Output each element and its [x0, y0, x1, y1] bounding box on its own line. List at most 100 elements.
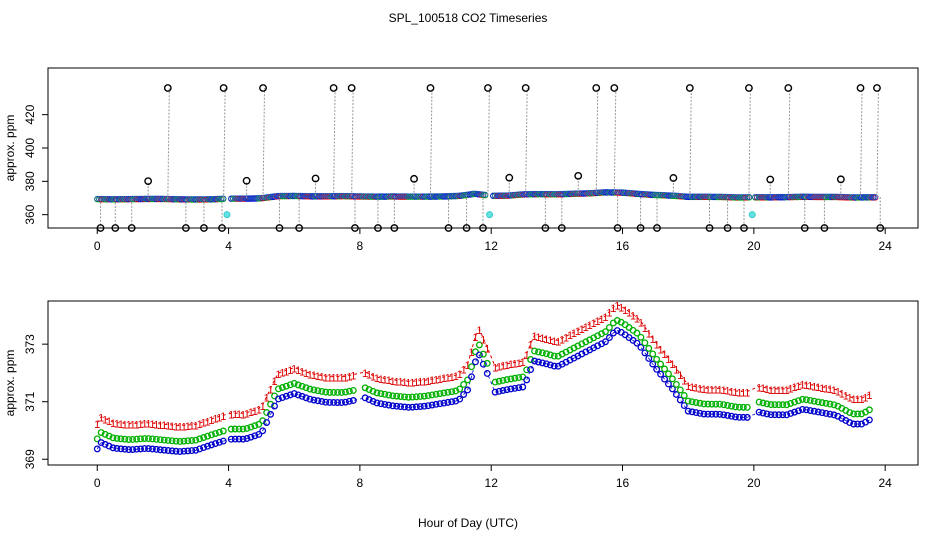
series-1-point: 1	[732, 387, 738, 399]
y-tick-label: 400	[23, 138, 37, 158]
series-2-point	[121, 435, 129, 443]
series-2-point	[739, 403, 747, 411]
series-3-point	[405, 403, 412, 411]
series-2-point	[743, 403, 751, 411]
series-1-point: 1	[157, 420, 163, 432]
series-1-point: 1	[598, 314, 604, 326]
series-2-point	[306, 385, 314, 393]
series-2-point	[168, 437, 176, 445]
series-1-point: 1	[476, 325, 482, 337]
raw-plot-frame	[47, 67, 919, 229]
spike-point	[610, 84, 619, 92]
series-3-point	[306, 395, 314, 403]
spike-point	[311, 174, 320, 183]
series-2-point	[432, 390, 440, 398]
series-3-point	[408, 403, 416, 411]
series-2-point	[728, 402, 735, 410]
x-tick-label: 4	[225, 476, 232, 490]
series-2-point	[318, 387, 326, 395]
series-1-point: 1	[492, 362, 498, 374]
series-3-point	[326, 399, 334, 406]
series-3-point	[531, 357, 538, 365]
series-3-point	[767, 411, 775, 419]
series-2-point	[775, 401, 783, 409]
series-2-point	[767, 401, 775, 409]
series-3-point	[511, 384, 519, 392]
series-3-point	[814, 408, 822, 416]
series-1-point: 1	[528, 340, 534, 352]
series-3-point	[389, 402, 397, 410]
series-2-point	[211, 430, 219, 437]
series-3-point	[806, 407, 814, 414]
series-3-point	[865, 416, 873, 424]
series-1-point: 1	[445, 372, 451, 384]
series-1-point: 1	[327, 373, 333, 385]
series-1-point: 1	[847, 393, 853, 405]
series-3-point	[688, 408, 696, 416]
series-3-point	[491, 388, 499, 396]
series-1-point: 1	[721, 385, 727, 397]
series-3-point	[330, 399, 338, 406]
series-3-point	[298, 392, 306, 400]
series-1-point: 1	[220, 411, 226, 423]
spike-point	[745, 84, 753, 92]
series-3-point	[724, 412, 732, 419]
y-tick-label: 380	[23, 171, 37, 191]
series-1-point: 1	[788, 384, 794, 396]
y-tick-label: 420	[23, 104, 37, 124]
y-tick-label: 360	[23, 204, 37, 224]
spike-line	[487, 87, 490, 196]
series-1-point: 1	[630, 310, 636, 322]
series-3-point	[759, 409, 767, 417]
series-3-point	[479, 360, 487, 368]
series-1-point: 1	[547, 335, 553, 347]
raw-marks	[94, 84, 885, 232]
series-1-point: 1	[331, 373, 337, 385]
series-3-point	[180, 447, 188, 455]
series-2-point	[649, 350, 657, 358]
series-2-point	[125, 436, 133, 443]
series-1-point: 1	[236, 409, 242, 421]
spike-point	[766, 175, 775, 184]
spike-point	[329, 84, 338, 92]
series-3-point	[728, 412, 735, 420]
series-3-point	[235, 435, 243, 443]
series-1-point: 1	[311, 370, 317, 382]
series-2-point	[668, 375, 676, 383]
series-1-point: 1	[433, 374, 439, 386]
x-tick-label: 20	[747, 476, 761, 490]
series-1-point: 1	[177, 422, 183, 434]
series-1-point: 1	[614, 301, 620, 313]
series-3-point	[145, 445, 152, 453]
spike-point	[426, 84, 435, 92]
series-2-point	[208, 431, 215, 439]
series-2-point	[818, 399, 826, 407]
series-1-point: 1	[362, 368, 368, 380]
series-1-point: 1	[669, 359, 675, 371]
series-2-point	[783, 401, 791, 409]
series-1-point: 1	[602, 312, 608, 324]
series-2-point	[255, 420, 263, 428]
series-2-point	[483, 359, 491, 367]
series-3-point	[310, 396, 318, 404]
series-2-point	[712, 400, 720, 408]
series-2-point	[164, 436, 172, 444]
series-1-point: 1	[457, 369, 463, 381]
series-2-point	[806, 397, 814, 404]
series-3-point	[665, 380, 672, 388]
series-3-point	[743, 413, 751, 421]
series-3-point	[176, 448, 184, 455]
series-1-point: 1	[650, 334, 656, 346]
series-1-point: 1	[165, 421, 171, 433]
series-1-point: 1	[260, 401, 266, 413]
y-tick-label: 369	[23, 449, 37, 469]
series-2-point	[345, 387, 353, 395]
series-3-point	[93, 445, 101, 453]
spike-line	[876, 87, 879, 198]
spike-point	[410, 174, 418, 183]
series-2-point	[826, 400, 834, 408]
series-2-point	[200, 434, 208, 441]
series-3-point	[239, 435, 247, 443]
